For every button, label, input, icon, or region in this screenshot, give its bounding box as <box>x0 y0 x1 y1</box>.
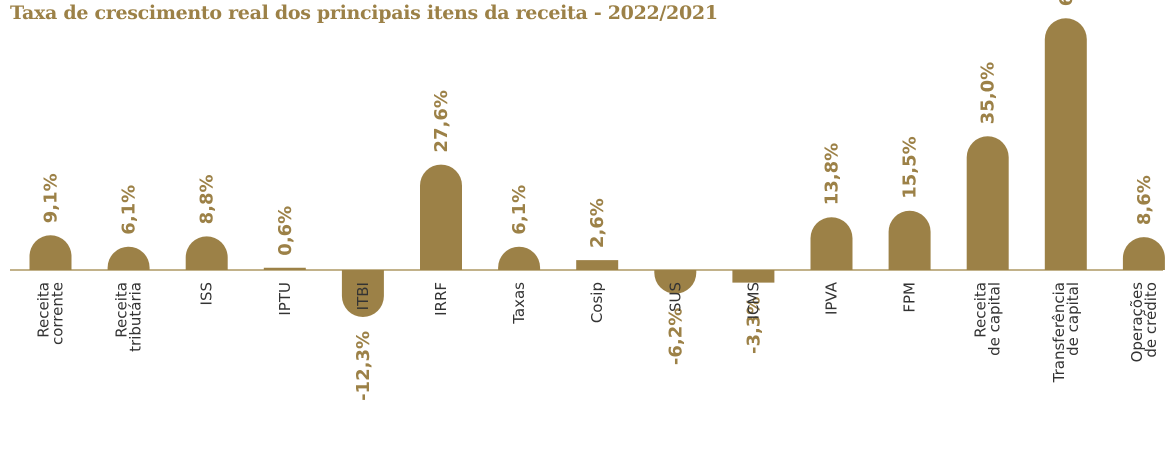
category-label: ITBI <box>354 282 372 310</box>
data-label: -12,3% <box>353 331 374 401</box>
bar <box>107 246 150 270</box>
category-label: Cosip <box>588 282 606 323</box>
bar <box>888 210 931 270</box>
category-label: IRRF <box>432 282 450 316</box>
category-label: Receita <box>972 282 990 338</box>
bar <box>1122 237 1165 270</box>
data-label: 65,9% <box>1056 0 1077 6</box>
category-label: Operações <box>1128 282 1146 363</box>
bar <box>498 246 541 270</box>
category-label: ISS <box>198 282 216 305</box>
bar <box>732 270 775 283</box>
data-label: 15,5% <box>900 136 921 198</box>
bar <box>810 217 853 270</box>
category-label: de capital <box>986 282 1004 356</box>
bar <box>420 164 462 270</box>
category-label: ICMS <box>744 282 762 319</box>
category-label: IPTU <box>276 282 294 316</box>
category-label: corrente <box>49 282 67 345</box>
bar <box>1044 18 1087 271</box>
data-label: 6,1% <box>509 185 530 235</box>
category-label: FPM <box>901 282 919 313</box>
category-label: de capital <box>1064 282 1082 356</box>
category-label: SUS <box>666 282 684 312</box>
data-label: 0,6% <box>275 206 296 256</box>
bar <box>263 267 306 270</box>
chart-title: Taxa de crescimento real dos principais … <box>10 2 718 24</box>
data-label: 8,8% <box>197 174 218 224</box>
category-label: IPVA <box>823 281 841 315</box>
category-label: tributária <box>127 282 145 352</box>
bar <box>29 235 72 270</box>
data-label: 8,6% <box>1134 175 1155 225</box>
bar <box>654 270 697 294</box>
category-label: Transferência <box>1050 282 1068 383</box>
bar <box>966 136 1009 270</box>
category-label: de crédito <box>1142 282 1160 358</box>
data-label: 9,1% <box>41 173 62 223</box>
data-label: 13,8% <box>822 143 843 205</box>
bar <box>341 270 384 317</box>
data-label: -6,2% <box>665 308 686 365</box>
category-label: Receita <box>113 282 131 338</box>
data-label: 6,1% <box>119 185 140 235</box>
data-label: -3,3% <box>743 297 764 354</box>
data-label: 2,6% <box>587 198 608 248</box>
data-label: 35,0% <box>978 62 999 124</box>
category-label: Receita <box>35 282 53 338</box>
bar <box>185 236 228 270</box>
category-label: Taxas <box>510 282 528 325</box>
data-label: 27,6% <box>431 90 452 152</box>
bar <box>576 260 619 270</box>
